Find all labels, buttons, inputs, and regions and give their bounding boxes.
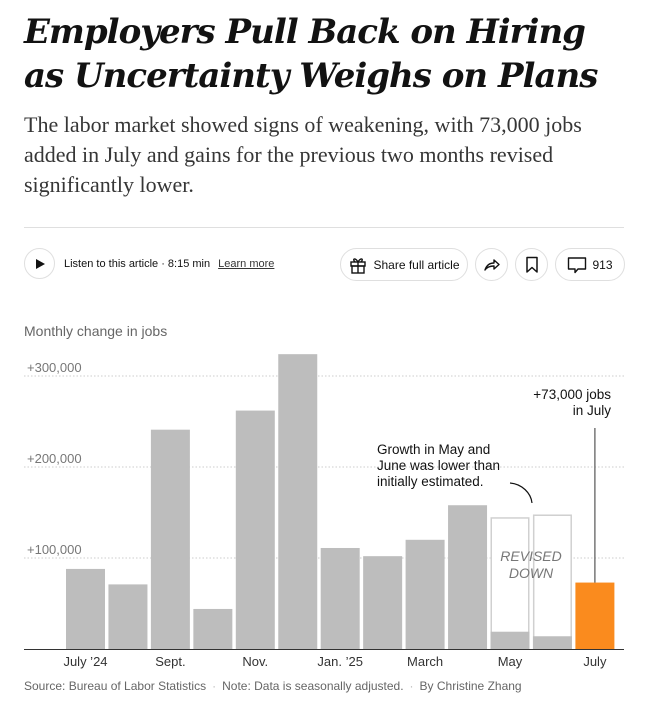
bar <box>66 568 105 649</box>
play-icon <box>35 258 45 269</box>
x-tick-label: May <box>498 654 523 669</box>
initial-estimate-bar <box>532 514 572 650</box>
annotation-revision-text: initially estimated. <box>377 474 484 489</box>
annotation-revision-text: Growth in May and <box>377 442 490 457</box>
x-axis: July ’24 Sept. Nov. Jan. ’25 March May July <box>24 649 624 669</box>
separator: · <box>212 679 217 693</box>
headline: Employers Pull Back on Hiring as Uncerta… <box>24 12 598 96</box>
play-button[interactable] <box>24 248 55 279</box>
bar <box>532 636 572 649</box>
bar <box>278 354 318 649</box>
annotation-leader-curve <box>509 482 533 504</box>
learn-more-link[interactable]: Learn more <box>218 257 275 270</box>
x-tick-label: Sept. <box>155 654 185 669</box>
share-label: Share full article <box>373 257 460 272</box>
x-tick-label: July ’24 <box>63 654 107 669</box>
bar <box>490 631 530 649</box>
comment-icon <box>568 256 587 273</box>
comment-count: 913 <box>592 257 613 272</box>
annotation-revision-text: June was lower than <box>377 458 500 473</box>
bar <box>108 584 148 649</box>
y-tick-label: +100,000 <box>27 542 82 557</box>
summary: The labor market showed signs of weakeni… <box>24 112 582 197</box>
comments-button[interactable]: 913 <box>555 248 625 281</box>
save-button[interactable] <box>515 248 548 281</box>
divider <box>24 227 624 228</box>
bar <box>405 539 445 649</box>
share-arrow-icon <box>483 258 500 271</box>
byline: By Christine Zhang <box>419 679 522 693</box>
revised-down-label: REVISED <box>500 548 561 564</box>
revised-down-label: DOWN <box>509 565 554 581</box>
share-button[interactable] <box>475 248 508 281</box>
x-tick-label: July <box>583 654 607 669</box>
highlight-bar <box>575 582 615 649</box>
gridlines: +100,000 +200,000 +300,000 <box>24 360 624 559</box>
separator: · <box>409 679 414 693</box>
source-note: Source: Bureau of Labor Statistics <box>24 679 207 693</box>
bar <box>320 547 360 649</box>
annotation-july-text: +73,000 jobs <box>533 387 611 402</box>
bar-chart: +100,000 +200,000 +300,000 Growth in May a… <box>24 354 624 669</box>
listen-label: Listen to this article · 8:15 min <box>64 257 211 270</box>
x-tick-label: Nov. <box>242 654 268 669</box>
bar <box>150 429 190 649</box>
gift-icon <box>350 257 367 274</box>
chart-title: Monthly change in jobs <box>24 323 168 339</box>
x-tick-label: Jan. ’25 <box>317 654 363 669</box>
share-full-article-button[interactable]: Share full article <box>340 248 468 281</box>
initial-estimate-bar <box>490 517 530 650</box>
chart-footer: Source: Bureau of Labor Statistics · Note:… <box>24 679 522 693</box>
listen-bar: Listen to this article · 8:15 min Learn … <box>24 248 274 279</box>
bars <box>66 354 615 650</box>
y-tick-label: +200,000 <box>27 451 82 466</box>
data-note: Note: Data is seasonally adjusted. <box>222 679 404 693</box>
x-tick-label: March <box>407 654 443 669</box>
bar <box>193 608 233 649</box>
y-tick-label: +300,000 <box>27 360 82 375</box>
bookmark-icon <box>525 256 538 273</box>
annotation-july-text: in July <box>573 403 612 418</box>
bar <box>235 410 275 649</box>
bar <box>448 505 488 649</box>
bar <box>363 556 403 649</box>
